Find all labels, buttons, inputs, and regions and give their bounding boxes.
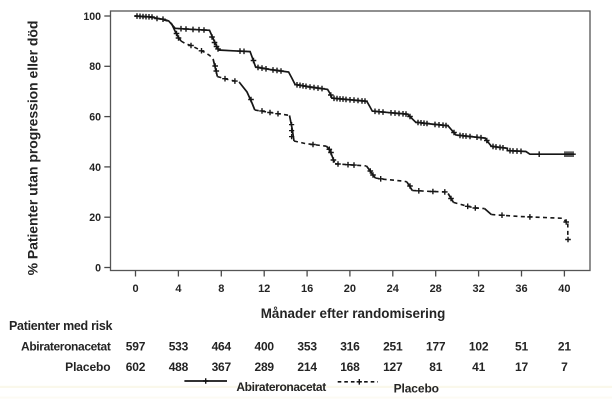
svg-text:16: 16 <box>301 283 313 295</box>
svg-text:488: 488 <box>169 360 189 374</box>
svg-text:7: 7 <box>561 360 568 374</box>
svg-text:28: 28 <box>430 283 442 295</box>
svg-text:Placebo: Placebo <box>65 360 110 374</box>
svg-text:602: 602 <box>126 360 146 374</box>
svg-text:60: 60 <box>89 112 101 124</box>
svg-text:168: 168 <box>340 360 360 374</box>
svg-text:289: 289 <box>254 360 274 374</box>
svg-text:Abirateronacetat: Abirateronacetat <box>236 380 326 394</box>
svg-text:400: 400 <box>254 339 274 353</box>
svg-text:17: 17 <box>515 360 528 374</box>
svg-text:Abirateronacetat: Abirateronacetat <box>21 339 111 353</box>
svg-text:12: 12 <box>258 283 270 295</box>
svg-text:20: 20 <box>89 212 101 224</box>
svg-text:% Patienter utan progression e: % Patienter utan progression eller död <box>25 21 41 276</box>
svg-text:Patienter med risk: Patienter med risk <box>9 319 112 333</box>
svg-text:40: 40 <box>558 283 570 295</box>
svg-text:0: 0 <box>132 283 138 295</box>
svg-text:214: 214 <box>297 360 317 374</box>
svg-text:353: 353 <box>297 339 317 353</box>
svg-text:316: 316 <box>340 339 360 353</box>
svg-text:32: 32 <box>472 283 484 295</box>
svg-text:251: 251 <box>383 339 403 353</box>
svg-text:20: 20 <box>344 283 356 295</box>
svg-text:80: 80 <box>89 61 101 73</box>
svg-text:8: 8 <box>218 283 224 295</box>
svg-text:24: 24 <box>387 283 400 295</box>
svg-text:4: 4 <box>175 283 182 295</box>
svg-text:51: 51 <box>515 339 528 353</box>
svg-text:36: 36 <box>515 283 527 295</box>
svg-text:Månader efter randomisering: Månader efter randomisering <box>261 306 446 321</box>
svg-text:127: 127 <box>383 360 403 374</box>
svg-text:102: 102 <box>469 339 489 353</box>
svg-text:367: 367 <box>212 360 232 374</box>
svg-text:Placebo: Placebo <box>394 381 439 395</box>
svg-text:21: 21 <box>558 339 571 353</box>
svg-text:533: 533 <box>169 339 189 353</box>
svg-text:464: 464 <box>212 339 232 353</box>
svg-text:0: 0 <box>95 262 101 274</box>
svg-text:100: 100 <box>83 11 101 23</box>
svg-text:41: 41 <box>472 360 485 374</box>
svg-text:40: 40 <box>89 162 101 174</box>
svg-text:177: 177 <box>426 339 446 353</box>
svg-text:81: 81 <box>429 360 442 374</box>
svg-text:597: 597 <box>126 339 146 353</box>
